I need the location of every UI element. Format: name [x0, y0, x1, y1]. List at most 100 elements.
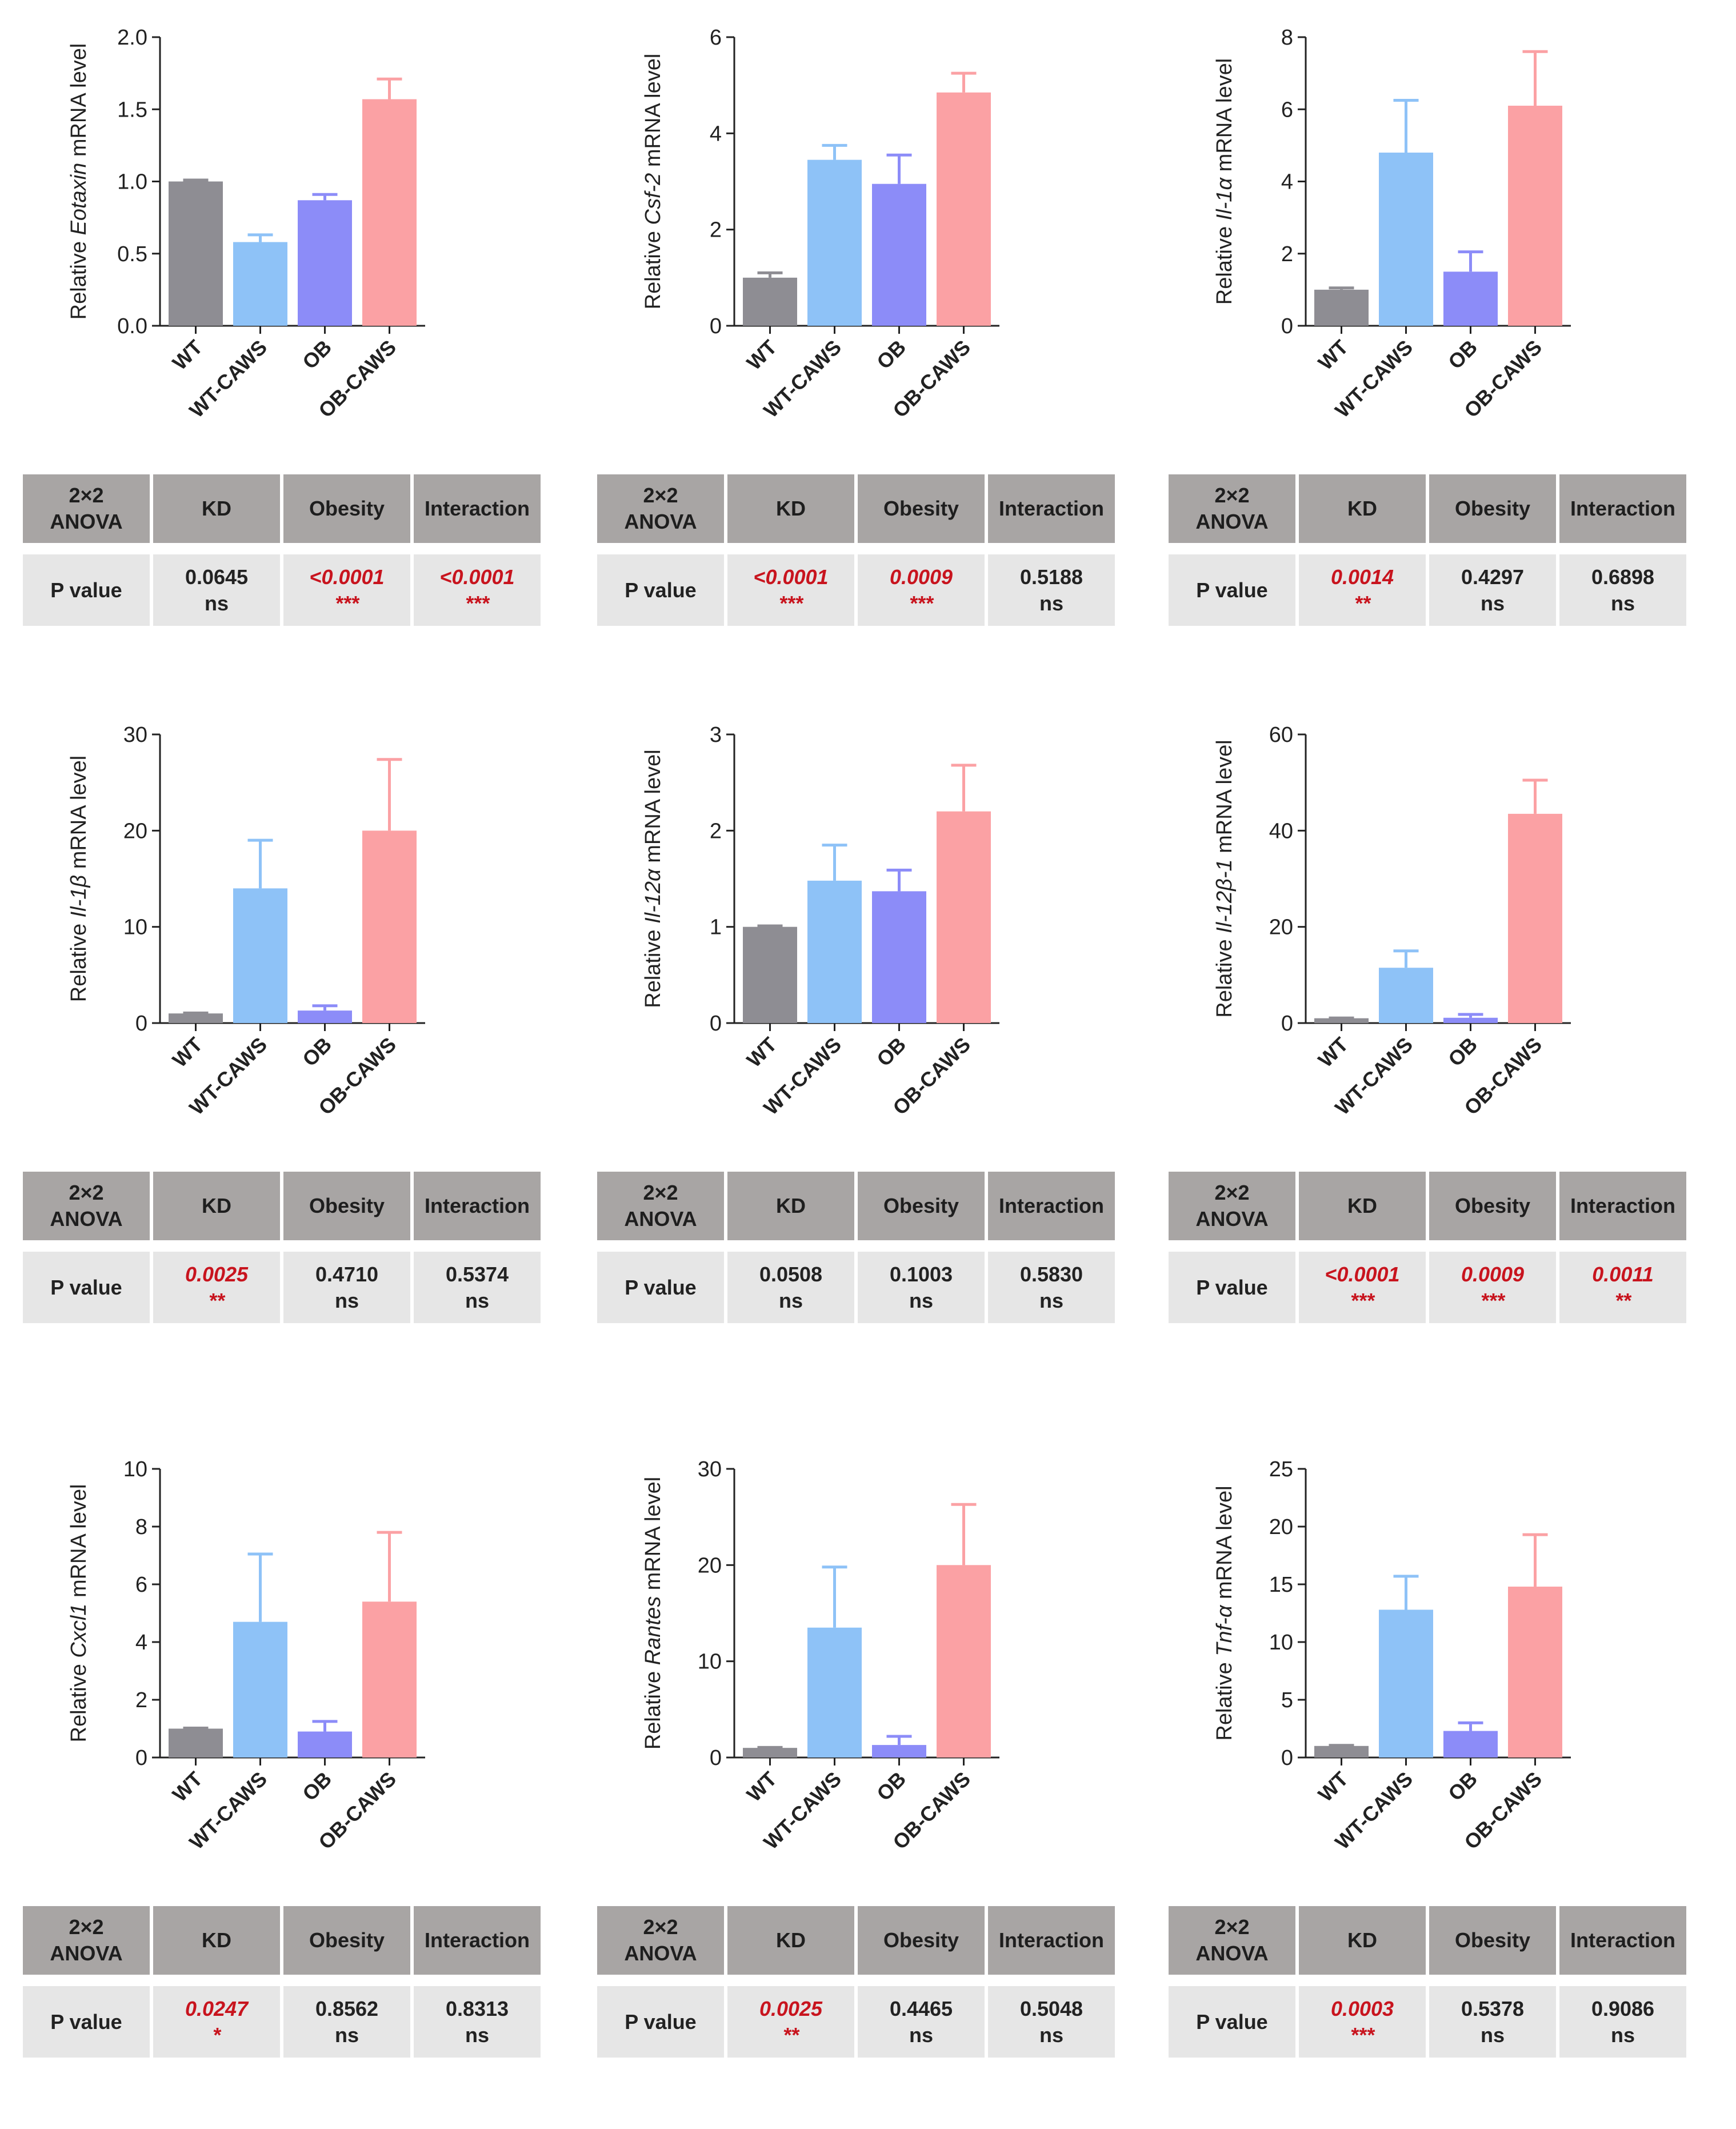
p-value-row-label: P value: [23, 554, 150, 626]
y-tick-label: 40: [1269, 819, 1293, 843]
significance: ***: [909, 591, 934, 615]
p-value: 0.0247: [185, 1996, 249, 2020]
y-tick-label: 0: [1281, 1012, 1293, 1036]
p-value: <0.0001: [439, 565, 515, 589]
y-tick-label: 1.0: [117, 170, 147, 194]
p-value-row-label: P value: [597, 1252, 724, 1323]
y-tick-label: 2: [1281, 242, 1293, 266]
y-tick-label: 3: [710, 723, 722, 747]
chart-panel-4: Relative Il-1β mRNA level 0 10 20 30 WT WT-CAW…: [23, 720, 571, 1395]
bar-chart: Relative Eotaxin mRNA level 0.0 0.5 1.0 1.5 2…: [67, 26, 425, 422]
y-tick-label: 4: [135, 1631, 147, 1655]
anova-table: 2×2 ANOVA KD Obesity Interaction P value 0.00…: [1169, 474, 1700, 634]
bar-wt: [1314, 289, 1369, 326]
bar-chart: Relative Il-12β-1 mRNA level0204060WTWT-…: [1213, 723, 1571, 1120]
anova-table: 2×2 ANOVA KD Obesity Interaction P value <0.0…: [1169, 1172, 1700, 1332]
bar-ob: [872, 891, 926, 1023]
y-tick-label: 2: [710, 819, 722, 843]
significance: ns: [334, 2023, 359, 2047]
p-value-row-label: P value: [597, 554, 724, 626]
chart-panel-8: Relative Rantes mRNA level 0 10 20 30 WT WT-CA…: [597, 1455, 1146, 2129]
x-tick-label: WT: [1314, 335, 1353, 375]
bar-wt: [169, 1728, 223, 1757]
bar-ob-caws: [937, 811, 991, 1023]
x-tick-label: WT: [1314, 1767, 1353, 1807]
p-value-cell: <0.0001 ***: [414, 554, 541, 626]
x-tick-label: OB: [298, 1033, 336, 1071]
y-tick-label: 10: [698, 1650, 722, 1674]
x-tick-label: OB: [298, 335, 336, 374]
anova-header-cell: 2×2 ANOVA: [597, 474, 724, 543]
significance: ns: [1039, 591, 1063, 615]
anova-header-cell: Interaction: [1559, 1172, 1686, 1240]
p-value: 0.5188: [1019, 565, 1083, 589]
bar-wt: [169, 1013, 223, 1023]
y-tick-label: 15: [1269, 1573, 1293, 1597]
p-value: 0.9086: [1591, 1996, 1655, 2020]
anova-header-cell: Interaction: [988, 474, 1115, 543]
y-tick-label: 6: [710, 26, 722, 50]
y-axis-label: Relative Rantes mRNA level: [641, 1477, 665, 1749]
bar-ob-caws: [1508, 105, 1562, 326]
p-value-cell: 0.0025 **: [727, 1986, 854, 2058]
p-value-row-label: P value: [1169, 1986, 1295, 2058]
bar-wt-caws: [233, 242, 287, 326]
p-value: 0.0645: [185, 565, 249, 589]
anova-header-cell: Obesity: [283, 474, 410, 543]
p-value: 0.8562: [315, 1996, 379, 2020]
p-value-cell: 0.1003 ns: [858, 1252, 985, 1323]
significance: ns: [909, 1288, 933, 1312]
x-tick-label: OB: [872, 335, 910, 374]
y-tick-label: 1: [710, 916, 722, 940]
significance: ns: [778, 1288, 803, 1312]
bar-wt-caws: [233, 1621, 287, 1757]
y-tick-label: 30: [123, 723, 147, 747]
p-value-cell: 0.0508 ns: [727, 1252, 854, 1323]
y-tick-label: 6: [135, 1573, 147, 1597]
y-axis-label: Relative Il-1α mRNA level: [1213, 58, 1237, 305]
anova-header-cell: Interaction: [414, 474, 541, 543]
y-tick-label: 0: [135, 1012, 147, 1036]
bar-ob-caws: [1508, 813, 1562, 1023]
bar-wt-caws: [807, 1627, 862, 1757]
anova-table: 2×2 ANOVA KD Obesity Interaction P value 0.00…: [23, 1172, 554, 1332]
chart-panel-7: Relative Cxcl1 mRNA level 0 2 4 6 8 10 WT WT-CAW…: [23, 1455, 571, 2129]
anova-table: 2×2 ANOVA KD Obesity Interaction P value 0.00…: [597, 1906, 1129, 2066]
p-value: 0.4465: [889, 1996, 953, 2020]
bar-wt: [743, 1748, 797, 1757]
y-tick-label: 0: [710, 1012, 722, 1036]
p-value-cell: <0.0001 ***: [1299, 1252, 1426, 1323]
anova-header-cell: KD: [1299, 1172, 1426, 1240]
p-value-cell: 0.4465 ns: [858, 1986, 985, 2058]
significance: ***: [1350, 1288, 1375, 1312]
bar-ob-caws: [362, 830, 417, 1023]
x-tick-label: WT: [742, 335, 782, 375]
chart-panel-5: Relative Il-12α mRNA level 0 1 2 3 WT WT-CAWS O…: [597, 720, 1146, 1395]
p-value: 0.8313: [445, 1996, 509, 2020]
significance: *: [212, 2023, 221, 2047]
y-axis-label: Relative Tnf-α mRNA level: [1213, 1485, 1237, 1740]
anova-header-cell: 2×2 ANOVA: [23, 474, 150, 543]
anova-header-cell: Interaction: [1559, 1906, 1686, 1975]
p-value: 0.0011: [1592, 1262, 1654, 1286]
y-tick-label: 25: [1269, 1457, 1293, 1481]
p-value-cell: 0.0014 **: [1299, 554, 1426, 626]
p-value: 0.0009: [1461, 1262, 1525, 1286]
y-axis-label: Relative Il-12α mRNA level: [641, 749, 665, 1008]
anova-header-cell: 2×2 ANOVA: [23, 1172, 150, 1240]
bar-wt-caws: [1379, 968, 1433, 1023]
bar-wt-caws: [807, 159, 862, 326]
anova-header-cell: KD: [727, 1172, 854, 1240]
y-axis-label: Relative Il-1β mRNA level: [67, 756, 91, 1002]
p-value-cell: 0.8562 ns: [283, 1986, 410, 2058]
p-value-cell: 0.9086 ns: [1559, 1986, 1686, 2058]
x-tick-label: WT: [168, 1033, 207, 1072]
p-value-row-label: P value: [23, 1986, 150, 2058]
y-tick-label: 0: [135, 1746, 147, 1770]
p-value: <0.0001: [309, 565, 385, 589]
p-value: <0.0001: [1325, 1262, 1400, 1286]
p-value-cell: 0.4710 ns: [283, 1252, 410, 1323]
bar-ob-caws: [1508, 1587, 1562, 1757]
y-tick-label: 20: [1269, 1515, 1293, 1539]
anova-header-cell: Interaction: [1559, 474, 1686, 543]
